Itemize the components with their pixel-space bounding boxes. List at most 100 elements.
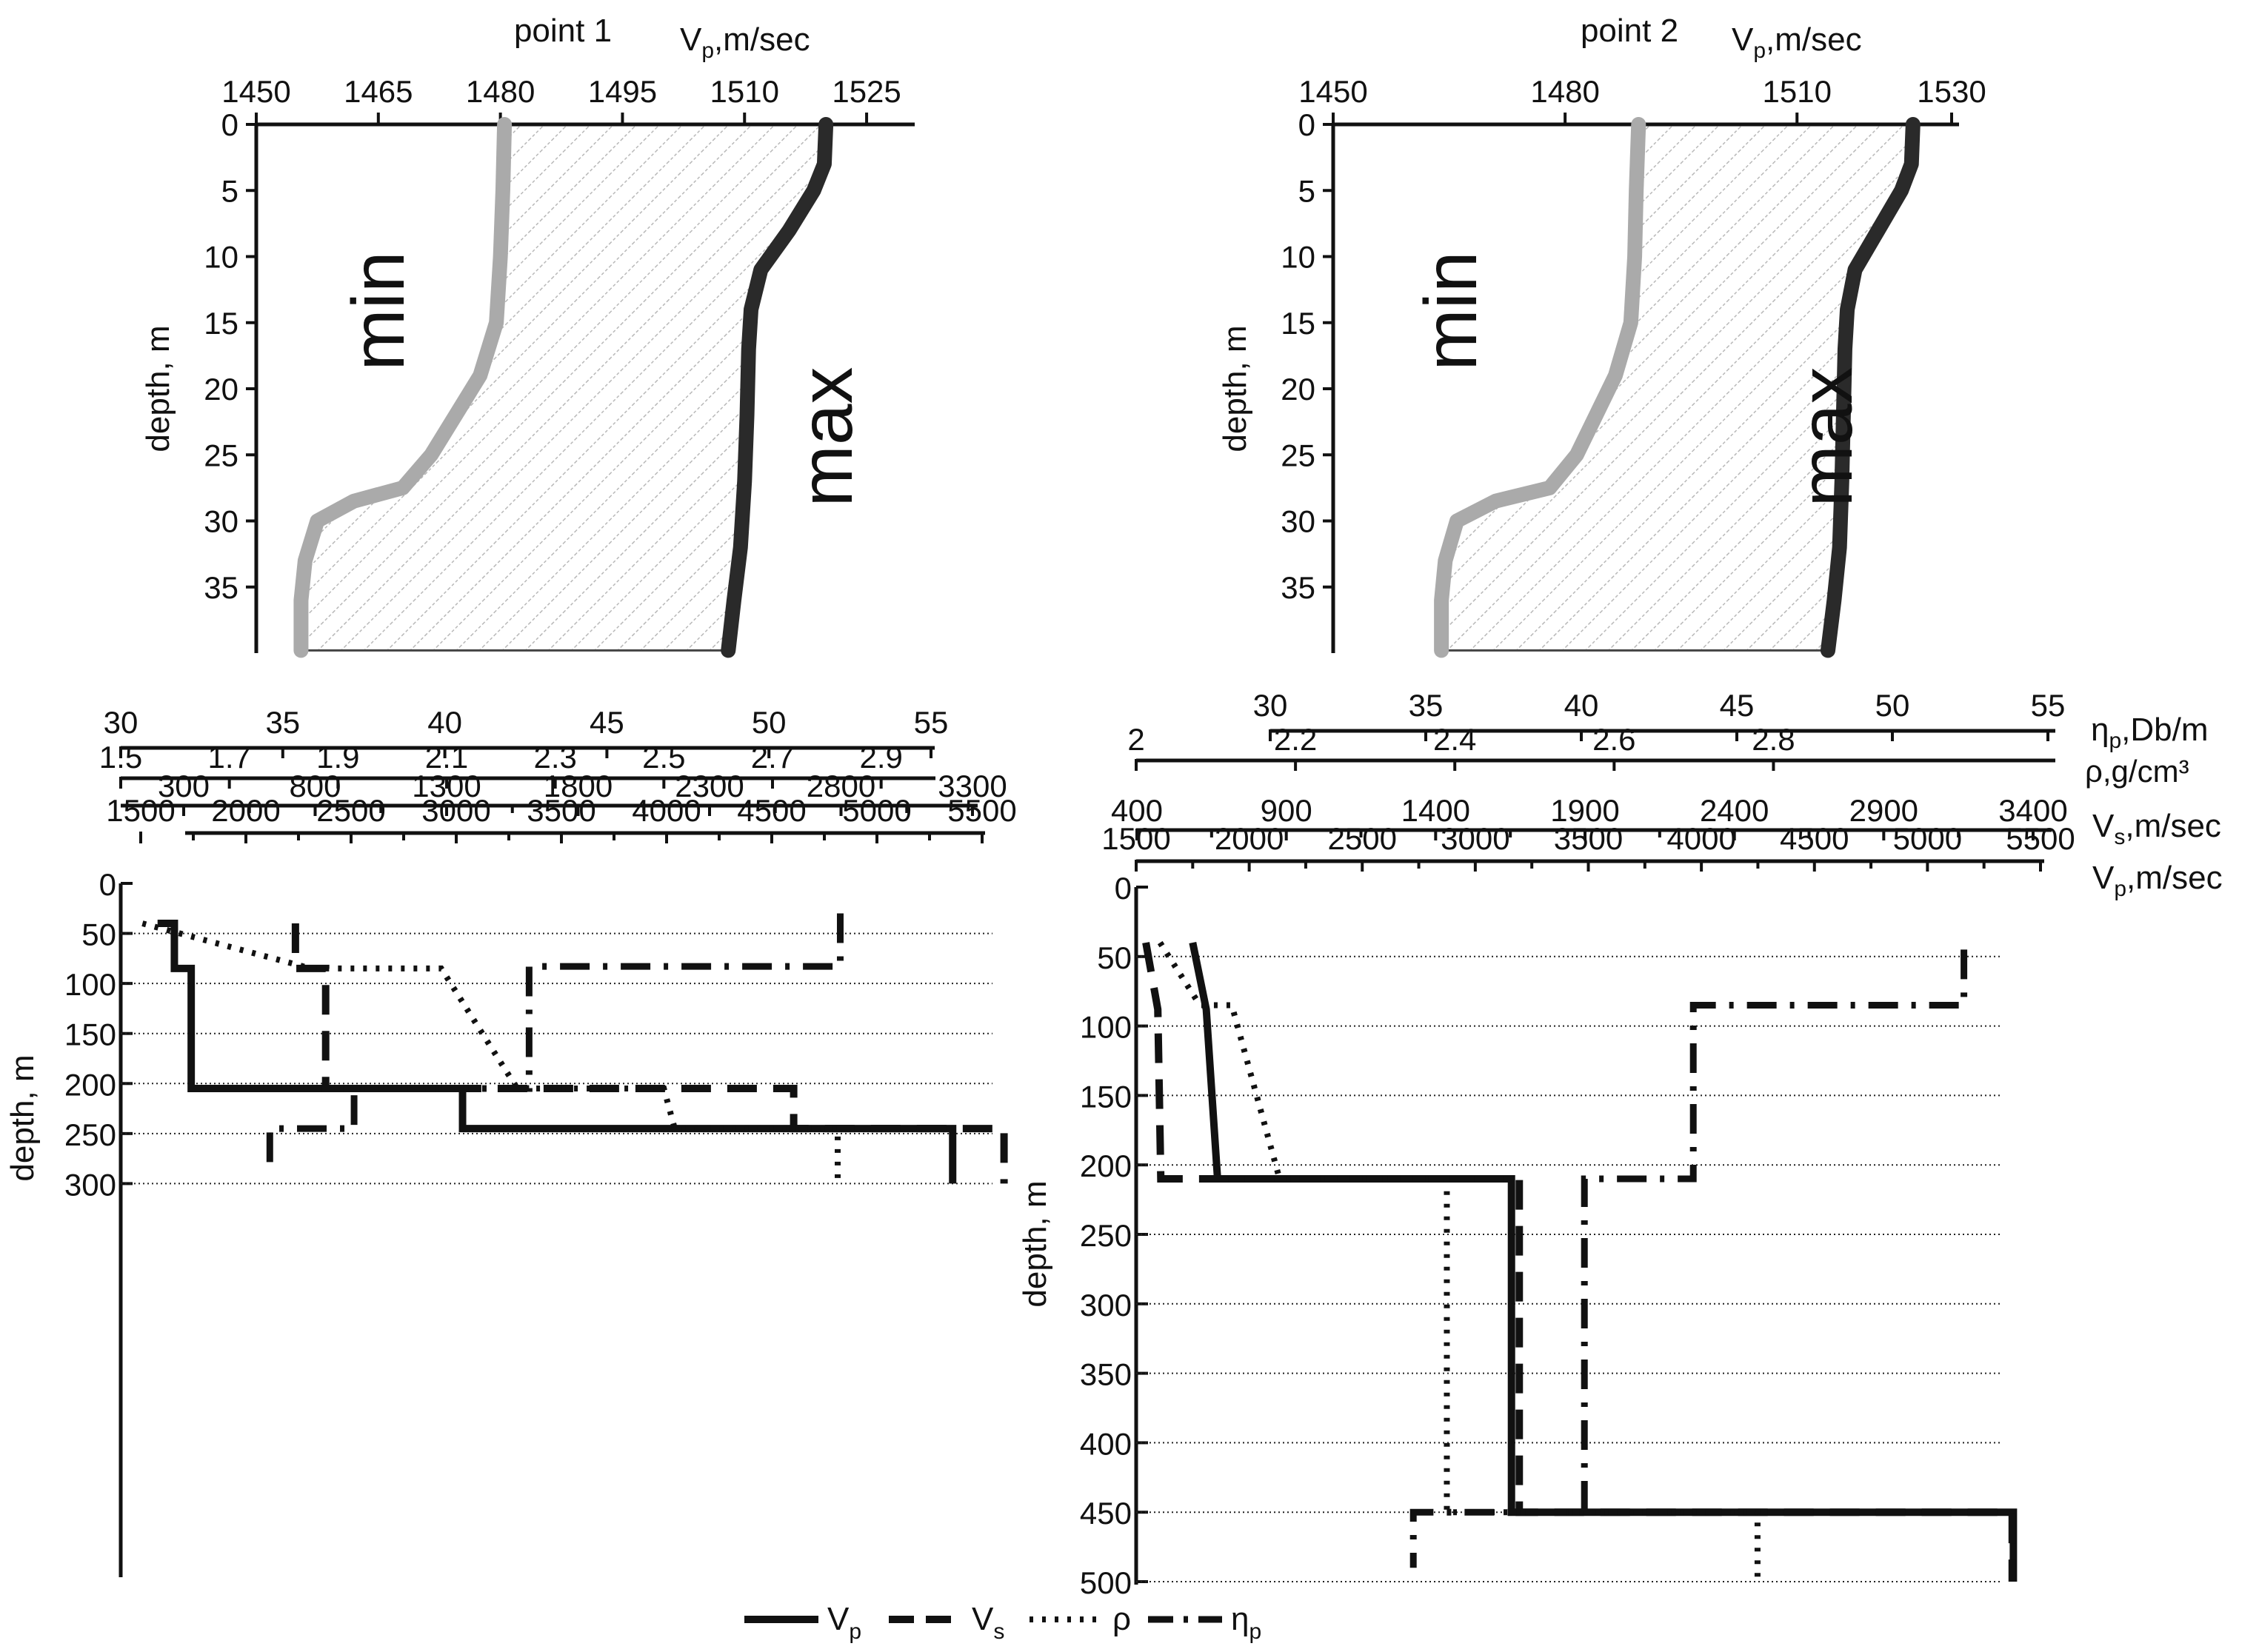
rho-tick-label: 2 (1127, 722, 1144, 757)
depth-tick-label: 100 (1080, 1010, 1132, 1045)
y-tick-label: 20 (1281, 372, 1315, 407)
x-axis-label: Vp,m/sec (1732, 21, 1862, 63)
eta-tick-label: 30 (1253, 688, 1288, 723)
series-eta-line (266, 913, 844, 1174)
log-panel-2: 30 35 40 45 50 55 2 2.2 2.4 2.6 2.8 400 900 1400 1900 2… (1017, 688, 2075, 1600)
depth-tick-label: 400 (1080, 1426, 1132, 1461)
vs-tick-label: 300 (158, 769, 210, 803)
x-tick-label: 1510 (1763, 74, 1832, 109)
vp-tick-label: 5500 (947, 793, 1016, 828)
max-annotation: max (785, 367, 868, 507)
vs-tick-label: 800 (289, 769, 341, 803)
vs-tick-label: 1900 (1550, 793, 1619, 828)
rho-tick-label: 2.2 (1274, 722, 1317, 757)
y-tick-label: 35 (1281, 570, 1315, 605)
series-max-line (721, 117, 834, 658)
y-tick-label: 30 (204, 504, 238, 539)
series-eta-line (1409, 949, 1968, 1568)
x-tick-label: 1465 (344, 74, 413, 109)
vp-tick-label: 5500 (2006, 821, 2075, 856)
rho-tick-label: 1.5 (99, 740, 142, 775)
rho-tick-label: 2.3 (533, 740, 576, 775)
y-tick-label: 20 (204, 372, 238, 407)
depth-tick-label: 350 (1080, 1357, 1132, 1392)
panel-title: point 1 (514, 13, 612, 49)
x-tick-label: 1530 (1917, 74, 1986, 109)
vp-tick-label: 4000 (632, 793, 701, 828)
y-tick-label: 35 (204, 570, 238, 605)
x-tick-label: 1525 (832, 74, 901, 109)
rho-axis-label: ρ,g/cm³ (2085, 754, 2189, 789)
min-annotation: min (1409, 251, 1492, 370)
x-tick-label: 1480 (466, 74, 535, 109)
min-max-fill (1441, 124, 1913, 651)
vp-tick-label: 3000 (1441, 821, 1509, 856)
eta-axis-label: ηp,Db/m (2091, 712, 2209, 753)
depth-tick-label: 450 (1080, 1496, 1132, 1531)
y-tick-label: 15 (1281, 306, 1315, 341)
rho-tick-label: 2.6 (1592, 722, 1635, 757)
y-tick-label: 25 (204, 438, 238, 472)
series-vp-line (1189, 942, 2018, 1582)
vs-tick-label: 1400 (1401, 793, 1470, 828)
y-tick-label: 10 (1281, 240, 1315, 275)
depth-tick-label: 200 (1080, 1148, 1132, 1183)
y-tick-label: 10 (204, 240, 238, 275)
log-panel-1: 30 35 40 45 50 55 1.5 1.7 1.9 2.1 2.3 2.5 2.7 2.9 300 8… (4, 705, 1017, 1577)
y-axis-label: depth, m (1217, 325, 1253, 452)
vs-tick-label: 1800 (544, 769, 613, 803)
y-tick-label: 0 (221, 107, 238, 142)
max-annotation: max (1785, 367, 1868, 507)
rho-tick-label: 1.7 (207, 740, 250, 775)
depth-tick-label: 0 (1115, 871, 1132, 906)
rho-tick-label: 2.4 (1433, 722, 1476, 757)
legend-label: ηp (1231, 1601, 1261, 1644)
vs-tick-label: 2800 (807, 769, 875, 803)
series-rho-line (1157, 940, 1761, 1582)
vp-tick-label: 2000 (211, 793, 280, 828)
vp-tick-label: 4500 (737, 793, 806, 828)
legend-label: Vp (827, 1601, 861, 1644)
vs-axis-label: Vs,m/sec (2092, 808, 2221, 849)
vs-tick-label: 2400 (1700, 793, 1769, 828)
vp-tick-label: 1500 (1101, 821, 1170, 856)
vp-tick-label: 2000 (1215, 821, 1284, 856)
legend-label: Vs (972, 1601, 1004, 1644)
vs-tick-label: 400 (1111, 793, 1163, 828)
eta-tick-label: 45 (590, 705, 624, 740)
depth-profile-panel-2: 1450 1480 1510 1530 0 5 10 15 20 25 30 35 point 2 dep… (1217, 13, 1986, 658)
min-max-fill (301, 124, 827, 651)
eta-tick-label: 55 (914, 705, 949, 740)
legend-label: ρ (1112, 1601, 1131, 1637)
depth-tick-label: 300 (1080, 1288, 1132, 1322)
rho-tick-label: 2.1 (425, 740, 468, 775)
vp-tick-label: 2500 (1328, 821, 1397, 856)
x-tick-label: 1450 (221, 74, 290, 109)
vp-tick-label: 5000 (842, 793, 911, 828)
y-tick-label: 15 (204, 306, 238, 341)
y-tick-label: 0 (1298, 107, 1315, 142)
x-tick-label: 1480 (1530, 74, 1599, 109)
depth-axis-label: depth, m (4, 1054, 41, 1181)
vs-tick-label: 900 (1261, 793, 1312, 828)
series-min-line (1434, 117, 1646, 658)
eta-tick-label: 50 (752, 705, 787, 740)
vs-tick-label: 2900 (1849, 793, 1918, 828)
vp-tick-label: 2500 (316, 793, 385, 828)
depth-tick-label: 300 (64, 1167, 116, 1202)
eta-tick-label: 35 (265, 705, 300, 740)
series-vs-line (1142, 942, 2016, 1582)
x-tick-label: 1510 (710, 74, 779, 109)
eta-tick-label: 30 (104, 705, 139, 740)
series-vs-line (291, 923, 1008, 1184)
rho-tick-label: 2.5 (642, 740, 685, 775)
vs-tick-label: 2300 (675, 769, 744, 803)
eta-tick-label: 55 (2031, 688, 2066, 723)
eta-tick-label: 40 (427, 705, 462, 740)
vp-axis-label: Vp,m/sec (2092, 860, 2223, 901)
x-tick-label: 1495 (588, 74, 657, 109)
depth-tick-label: 250 (64, 1117, 116, 1152)
vp-tick-label: 1500 (106, 793, 175, 828)
series-min-line (293, 117, 513, 658)
